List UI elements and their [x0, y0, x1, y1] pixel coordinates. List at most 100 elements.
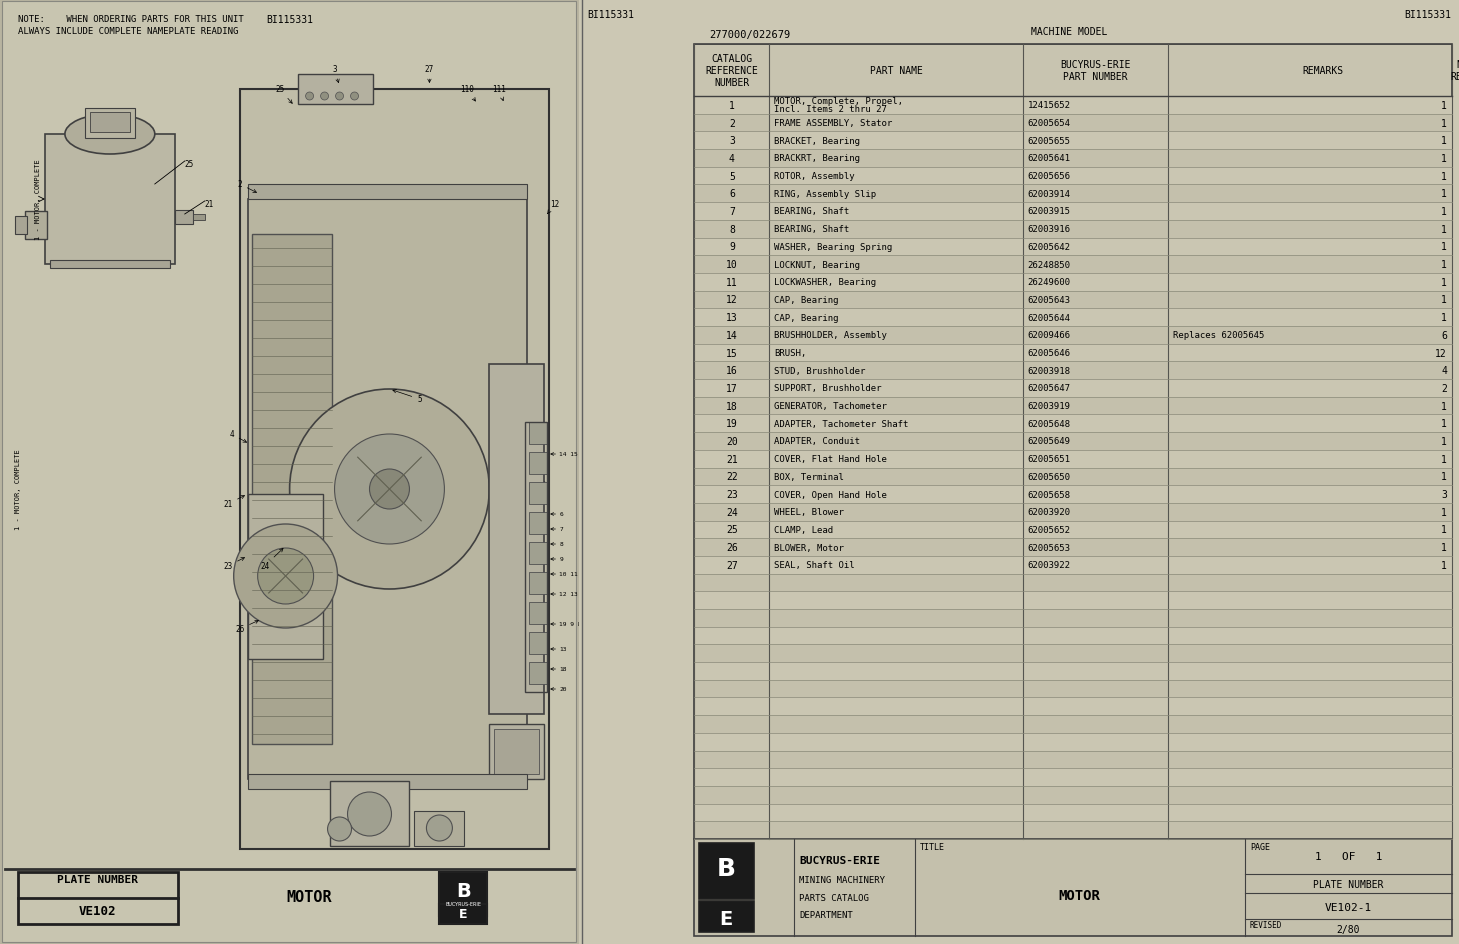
Text: 6: 6 [730, 189, 735, 199]
Text: Replaces 62005645: Replaces 62005645 [1173, 331, 1263, 340]
Text: 62003922: 62003922 [1027, 561, 1071, 569]
Bar [495, 729, 540, 774]
Bar [85, 109, 134, 139]
Text: ROTOR, Assembly: ROTOR, Assembly [775, 172, 855, 181]
Bar [15, 217, 26, 235]
Text: WASHER, Bearing Spring: WASHER, Bearing Spring [775, 243, 893, 252]
Text: 4: 4 [229, 430, 247, 443]
Bar [694, 309, 1452, 327]
Bar [251, 235, 331, 744]
Text: 2/80: 2/80 [1336, 924, 1360, 935]
Circle shape [347, 792, 391, 836]
Text: 6: 6 [559, 512, 563, 517]
Bar [25, 211, 47, 240]
Circle shape [305, 93, 314, 101]
Text: 1: 1 [1441, 278, 1447, 287]
Text: 1: 1 [1441, 507, 1447, 517]
Text: PLATE NUMBER: PLATE NUMBER [57, 874, 139, 885]
Bar [248, 774, 527, 789]
Text: 62003920: 62003920 [1027, 508, 1071, 516]
Bar [694, 203, 1452, 221]
Bar [694, 274, 1452, 292]
Text: 111: 111 [492, 85, 506, 102]
Bar [50, 261, 169, 269]
Bar [694, 803, 1452, 821]
Text: 62005652: 62005652 [1027, 526, 1071, 534]
Text: BOX, Terminal: BOX, Terminal [775, 472, 845, 481]
Bar [175, 211, 193, 225]
Bar [530, 482, 547, 504]
Bar [18, 872, 178, 924]
Bar [694, 663, 1452, 680]
Bar [694, 397, 1452, 415]
Bar [530, 572, 547, 595]
Text: 62003915: 62003915 [1027, 208, 1071, 216]
Text: 25: 25 [727, 525, 738, 535]
Text: MOTOR: MOTOR [1059, 888, 1100, 902]
Text: ADAPTER, Tachometer Shaft: ADAPTER, Tachometer Shaft [775, 419, 909, 429]
Text: 13: 13 [559, 647, 566, 651]
Text: 3: 3 [730, 136, 735, 146]
Bar [239, 90, 549, 849]
Text: 9: 9 [730, 242, 735, 252]
Text: 1: 1 [1441, 118, 1447, 128]
Text: DEPARTMENT: DEPARTMENT [800, 910, 854, 919]
Bar [694, 415, 1452, 432]
Text: 62003914: 62003914 [1027, 190, 1071, 198]
Text: LOCKWASHER, Bearing: LOCKWASHER, Bearing [775, 278, 877, 287]
Bar [694, 750, 1452, 768]
Circle shape [290, 390, 489, 589]
Text: 5: 5 [392, 390, 422, 404]
Bar [330, 782, 410, 846]
Bar [530, 452, 547, 475]
Text: 62005653: 62005653 [1027, 543, 1071, 552]
Text: 62005649: 62005649 [1027, 437, 1071, 446]
Text: 62005655: 62005655 [1027, 137, 1071, 145]
Text: 20: 20 [559, 687, 566, 692]
Text: 26: 26 [727, 543, 738, 552]
Text: 1: 1 [1441, 295, 1447, 305]
Text: MOTOR: MOTOR [287, 889, 333, 904]
Bar [525, 423, 547, 692]
Text: BLOWER, Motor: BLOWER, Motor [775, 543, 845, 552]
Bar [489, 481, 544, 497]
Text: 2: 2 [1441, 383, 1447, 394]
Text: 26248850: 26248850 [1027, 261, 1071, 269]
Text: 1: 1 [1441, 525, 1447, 535]
Text: Incl. Items 2 thru 27: Incl. Items 2 thru 27 [775, 105, 887, 114]
Circle shape [369, 469, 410, 510]
Text: 9: 9 [559, 557, 563, 562]
Text: 8: 8 [559, 542, 563, 547]
Text: COVER, Open Hand Hole: COVER, Open Hand Hole [775, 490, 887, 499]
Bar [694, 468, 1452, 485]
Text: 26249600: 26249600 [1027, 278, 1071, 287]
Text: 62003918: 62003918 [1027, 366, 1071, 376]
Bar [439, 872, 487, 916]
Text: 10: 10 [727, 260, 738, 270]
Bar [694, 786, 1452, 803]
Bar [694, 45, 1452, 839]
Bar [298, 75, 372, 105]
Text: 12: 12 [1436, 348, 1447, 358]
Text: 1   OF   1: 1 OF 1 [1315, 851, 1382, 862]
Text: 62005654: 62005654 [1027, 119, 1071, 127]
Bar [694, 556, 1452, 574]
Circle shape [233, 525, 337, 629]
Bar [694, 168, 1452, 185]
Text: 62003919: 62003919 [1027, 401, 1071, 411]
Text: 62005641: 62005641 [1027, 154, 1071, 163]
Text: 25: 25 [274, 85, 292, 104]
Bar [694, 698, 1452, 716]
Circle shape [321, 93, 328, 101]
Bar [45, 135, 175, 264]
Bar [694, 680, 1452, 698]
Text: 1: 1 [1441, 172, 1447, 181]
Text: BI115331: BI115331 [587, 10, 635, 20]
Text: E: E [719, 909, 732, 928]
Text: BRACKRT, Bearing: BRACKRT, Bearing [775, 154, 861, 163]
Text: 17: 17 [727, 383, 738, 394]
Text: 1: 1 [1441, 242, 1447, 252]
Text: 1: 1 [1441, 154, 1447, 163]
Text: MOTOR, Complete, Propel,: MOTOR, Complete, Propel, [775, 97, 903, 107]
Text: 7: 7 [730, 207, 735, 217]
